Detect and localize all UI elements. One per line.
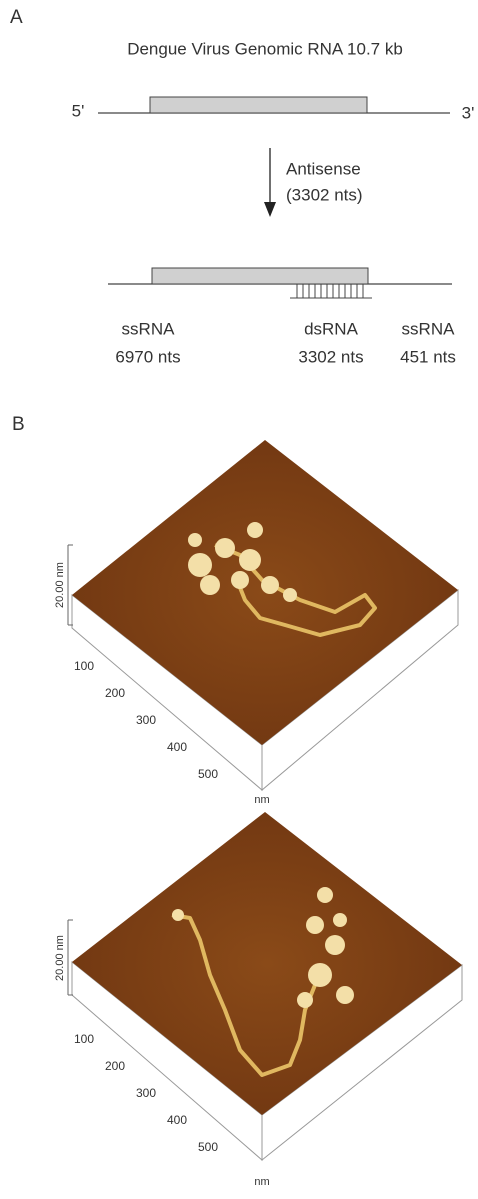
axis-tick-label: 400 xyxy=(167,1113,187,1127)
z-scale: 20.00 nm xyxy=(54,935,66,981)
axis-tick-label: 500 xyxy=(198,767,218,781)
segment-name: ssRNA xyxy=(122,319,176,338)
panel-label: A xyxy=(10,7,23,28)
axis-tick-label: 400 xyxy=(167,740,187,754)
three-prime: 3' xyxy=(462,103,475,122)
afm-image: 20.00 nm 100 200 300 400 500 nm xyxy=(54,812,462,1188)
figure: A Dengue Virus Genomic RNA 10.7 kb 5' 3'… xyxy=(0,0,478,1194)
rna-box xyxy=(150,97,367,113)
axis-tick-label: 100 xyxy=(74,1032,94,1046)
segment-length: 3302 nts xyxy=(298,347,363,366)
afm-image: 20.00 nm 100 200 300 400 500 nm xyxy=(54,440,458,806)
rna-box xyxy=(152,268,368,284)
segment-name: ssRNA xyxy=(402,319,456,338)
z-scale: 20.00 nm xyxy=(54,562,66,608)
axis-tick-label: 300 xyxy=(136,713,156,727)
segment-length: 451 nts xyxy=(400,347,456,366)
axis-tick-label: 100 xyxy=(74,659,94,673)
arrow-label: Antisense xyxy=(286,159,361,178)
arrow-sublabel: (3302 nts) xyxy=(286,185,363,204)
five-prime: 5' xyxy=(72,101,85,120)
axis-tick-label: 500 xyxy=(198,1140,218,1154)
segment-length: 6970 nts xyxy=(115,347,180,366)
title: Dengue Virus Genomic RNA 10.7 kb xyxy=(127,39,403,58)
arrow-head xyxy=(264,202,276,217)
axis-tick-label: 200 xyxy=(105,1059,125,1073)
segment-name: dsRNA xyxy=(304,319,359,338)
panel-label: B xyxy=(12,414,25,435)
axis-unit: nm xyxy=(254,1176,269,1188)
antisense-hatch xyxy=(297,284,363,298)
axis-tick-label: 200 xyxy=(105,686,125,700)
axis-unit: nm xyxy=(254,794,269,806)
axis-tick-label: 300 xyxy=(136,1086,156,1100)
